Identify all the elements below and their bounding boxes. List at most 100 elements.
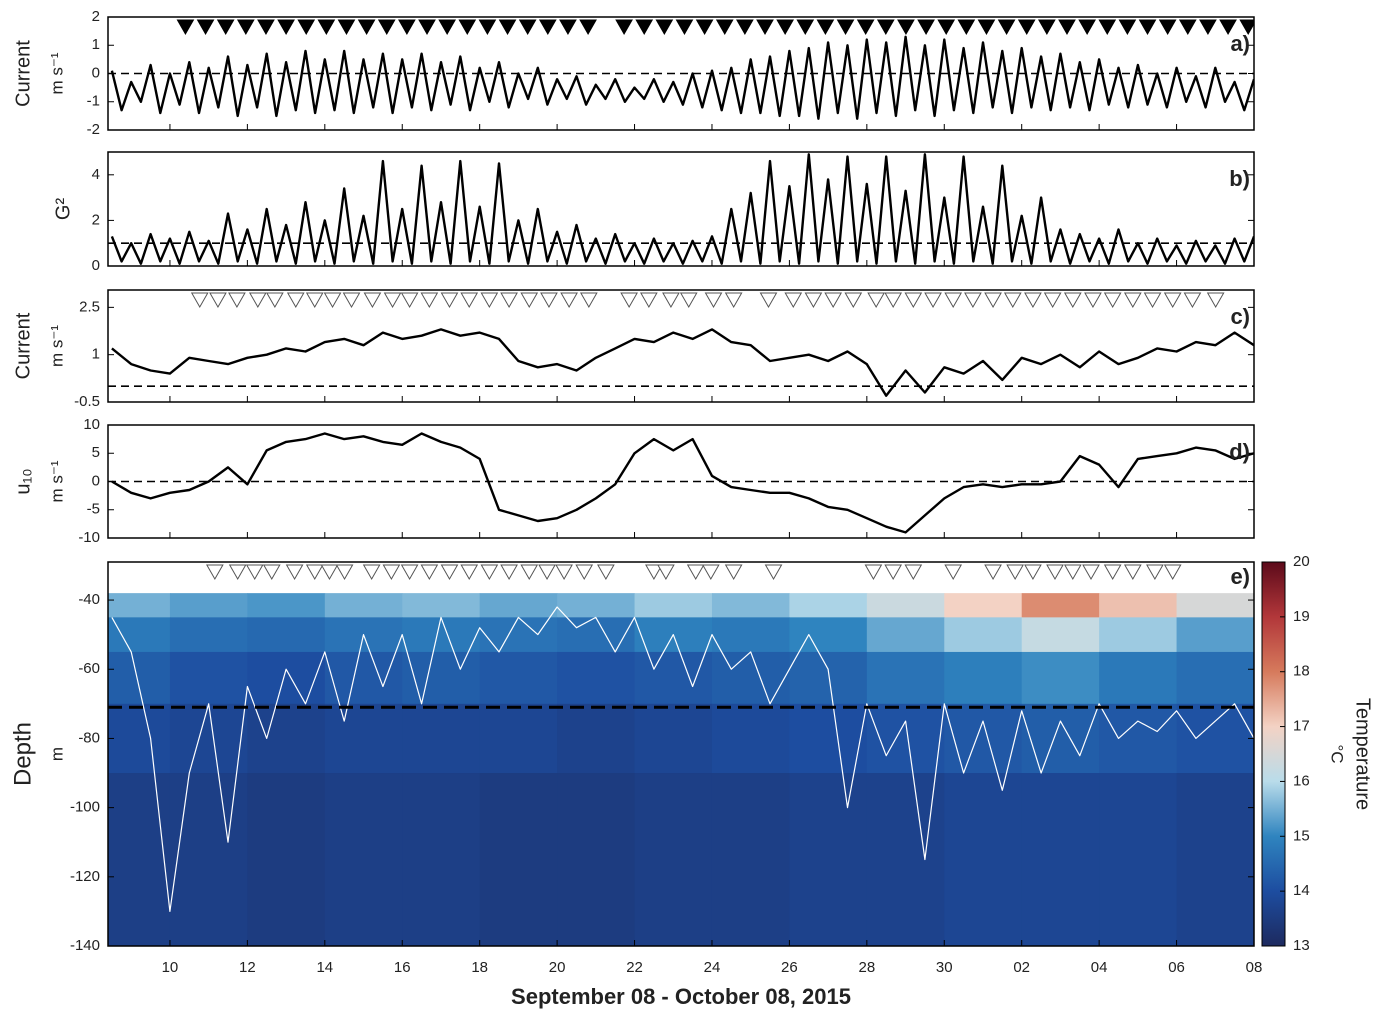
triangle-marker (228, 292, 246, 309)
y-axis-unit: m (47, 747, 66, 761)
triangle-marker (1146, 564, 1164, 581)
triangle-marker (400, 292, 419, 309)
triangle-marker (977, 19, 996, 36)
triangle-marker (335, 564, 354, 581)
heat-cell (402, 617, 481, 653)
triangle-marker (1098, 19, 1117, 36)
triangle-marker (1024, 292, 1042, 309)
heat-cell (634, 773, 713, 946)
heat-cell (1176, 773, 1254, 946)
y-tick-label: -120 (70, 868, 100, 885)
heat-cell (479, 617, 558, 653)
heat-cell (247, 593, 326, 618)
heat-cell (1021, 617, 1100, 653)
triangle-marker (701, 564, 720, 581)
heat-cell (402, 703, 481, 774)
heat-cell (711, 593, 790, 618)
triangle-marker (1183, 292, 1202, 309)
triangle-marker (248, 292, 267, 309)
triangle-marker (1043, 292, 1062, 309)
heat-cell (1099, 703, 1178, 774)
y-tick-label: -0.5 (74, 393, 100, 410)
triangle-marker (1078, 19, 1096, 36)
triangle-marker (615, 19, 633, 36)
triangle-marker (756, 19, 774, 36)
heat-cell (1176, 703, 1254, 774)
triangle-marker (579, 292, 598, 309)
heat-cell (402, 593, 481, 618)
y-tick-label: 2 (92, 211, 100, 228)
heat-cell (1176, 593, 1254, 618)
heat-cell (711, 651, 790, 705)
triangle-marker (675, 19, 694, 36)
x-tick-label: 14 (316, 959, 333, 976)
heat-cell (789, 593, 868, 618)
y-tick-label: 2.5 (79, 298, 100, 315)
triangle-marker (1084, 292, 1102, 309)
panel-label: e) (1230, 564, 1250, 589)
heat-cell (1176, 651, 1254, 705)
heat-cell (479, 593, 558, 618)
heat-cell (789, 651, 868, 705)
triangle-marker (266, 292, 284, 309)
triangle-marker (262, 564, 281, 581)
heat-cell (557, 593, 636, 618)
heat-cell (479, 651, 558, 705)
heat-cell (634, 703, 713, 774)
heat-cell (1021, 651, 1100, 705)
heat-cell (402, 773, 481, 946)
y-tick-label: 1 (92, 36, 100, 53)
triangle-marker (1158, 19, 1177, 36)
triangle-marker (209, 292, 227, 309)
triangle-marker (724, 292, 743, 309)
triangle-marker (924, 292, 942, 309)
triangle-marker (1082, 564, 1100, 581)
triangle-marker (1219, 19, 1237, 36)
data-line (110, 153, 1254, 265)
triangle-marker (286, 292, 305, 309)
y-tick-label: -60 (78, 660, 100, 677)
triangle-marker (884, 292, 903, 309)
triangle-marker (1046, 564, 1064, 581)
triangle-marker (400, 564, 419, 581)
panel-label: c) (1230, 304, 1250, 329)
triangle-marker (176, 19, 195, 36)
triangle-marker (190, 292, 209, 309)
heat-cell (1099, 617, 1178, 653)
heat-cell (1021, 773, 1100, 946)
triangle-marker (937, 19, 956, 36)
triangle-marker (784, 292, 803, 309)
heat-cell (108, 703, 171, 774)
triangle-marker (984, 292, 1002, 309)
triangle-marker (704, 292, 723, 309)
triangle-marker (297, 19, 316, 36)
heat-cell (557, 773, 636, 946)
triangle-marker (620, 292, 638, 309)
heat-cell (247, 703, 326, 774)
colorbar-tick-label: 17 (1293, 718, 1310, 735)
triangle-marker (904, 564, 923, 581)
triangle-marker (1017, 19, 1036, 36)
heat-cell (247, 651, 326, 705)
triangle-marker (1003, 292, 1022, 309)
y-tick-label: 4 (92, 166, 100, 183)
triangle-marker (460, 564, 479, 581)
triangle-marker (964, 292, 982, 309)
heat-cell (866, 703, 945, 774)
triangle-marker (555, 564, 573, 581)
triangle-marker (458, 19, 477, 36)
y-axis-unit: m s⁻¹ (47, 460, 66, 502)
y-tick-label: 1 (92, 346, 100, 363)
colorbar-label: Temperature (1352, 698, 1374, 810)
triangle-marker (1199, 19, 1217, 36)
heat-cell (634, 651, 713, 705)
triangle-marker (867, 292, 885, 309)
triangle-marker (257, 19, 275, 36)
triangle-marker (480, 292, 499, 309)
triangle-marker (440, 564, 459, 581)
colorbar-tick-label: 16 (1293, 772, 1310, 789)
y-tick-label: 10 (83, 416, 100, 433)
triangle-marker (635, 19, 654, 36)
triangle-marker (357, 19, 376, 36)
